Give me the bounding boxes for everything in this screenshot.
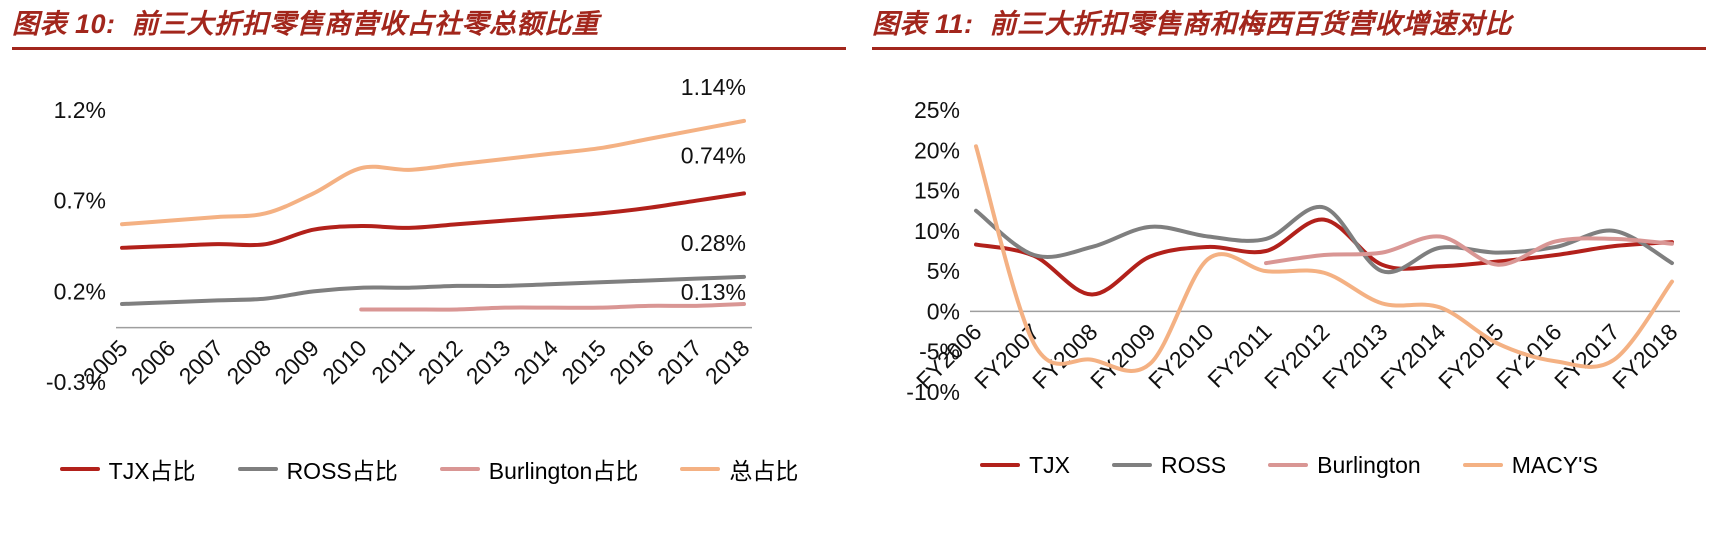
chart-title: 图表 10: 前三大折扣零售商营收占社零总额比重: [12, 9, 600, 39]
legend-item: ROSS: [1111, 451, 1227, 479]
legend-swatch: [1268, 463, 1309, 468]
legend-label: Burlington占比: [488, 457, 639, 484]
svg-text:10%: 10%: [914, 218, 960, 244]
chart-panel-share-of-retail: 图表 10: 前三大折扣零售商营收占社零总额比重 1.2% 0.7% 0.2% -0.…: [12, 9, 846, 486]
legend-swatch: [1462, 463, 1503, 468]
legend-label: TJX: [1029, 451, 1070, 478]
svg-text:2009: 2009: [269, 335, 324, 390]
legend-swatch: [1111, 463, 1152, 468]
line-chart-revenue-growth: 25%20%15%10%5%0%-5%-10%FY2006FY2007FY200…: [906, 97, 1682, 405]
svg-text:2012: 2012: [413, 335, 468, 390]
legend-item: Burlington占比: [439, 452, 639, 486]
svg-text:2018: 2018: [700, 335, 755, 390]
title-underline: [12, 46, 846, 50]
svg-text:0.7%: 0.7%: [54, 187, 106, 213]
legend-label: TJX占比: [108, 457, 196, 484]
legend-swatch: [439, 466, 480, 471]
svg-text:2017: 2017: [652, 335, 707, 390]
legend-item: 总占比: [680, 452, 798, 486]
legend: TJX占比 ROSS占比 Burlington占比 总占比: [12, 452, 846, 486]
svg-text:5%: 5%: [927, 258, 960, 284]
svg-text:0.74%: 0.74%: [681, 142, 746, 168]
svg-text:-5%: -5%: [919, 338, 960, 364]
svg-text:-0.3%: -0.3%: [46, 369, 106, 395]
svg-text:2010: 2010: [317, 335, 372, 390]
legend-item: TJX占比: [59, 452, 196, 486]
svg-text:2008: 2008: [222, 335, 277, 390]
svg-text:15%: 15%: [914, 177, 960, 203]
chart-panel-revenue-growth: 图表 11: 前三大折扣零售商和梅西百货营收增速对比 25% 20% 15% 10% 5…: [860, 0, 1720, 560]
svg-text:2011: 2011: [366, 335, 419, 388]
svg-text:0%: 0%: [927, 298, 960, 324]
legend: TJX ROSS Burlington MACY'S: [872, 452, 1706, 479]
svg-text:2015: 2015: [556, 335, 611, 390]
legend-item: TJX: [980, 452, 1070, 479]
svg-text:25%: 25%: [914, 97, 960, 123]
svg-text:2016: 2016: [604, 335, 659, 390]
legend-label: 总占比: [729, 457, 799, 484]
chart-title: 图表 11: 前三大折扣零售商和梅西百货营收增速对比: [872, 9, 1513, 39]
svg-text:0.2%: 0.2%: [54, 278, 106, 304]
legend-item: Burlington: [1268, 452, 1421, 479]
legend-swatch: [59, 466, 100, 471]
legend-item: MACY'S: [1462, 451, 1598, 479]
svg-text:0.13%: 0.13%: [681, 279, 746, 305]
svg-text:2006: 2006: [126, 335, 181, 390]
legend-label: Burlington: [1317, 451, 1421, 478]
svg-text:2013: 2013: [461, 335, 516, 390]
legend-swatch: [680, 466, 721, 471]
legend-label: ROSS: [1160, 451, 1227, 478]
legend-swatch: [980, 463, 1021, 468]
legend-label: ROSS占比: [286, 457, 398, 484]
title-underline: [872, 46, 1706, 50]
legend-label: MACY'S: [1511, 451, 1598, 478]
legend-item: ROSS占比: [237, 452, 398, 486]
svg-text:2014: 2014: [509, 334, 564, 389]
svg-text:2007: 2007: [174, 335, 229, 390]
svg-text:-10%: -10%: [906, 379, 960, 405]
svg-text:20%: 20%: [914, 137, 960, 163]
line-chart-share-of-retail: 1.2%0.7%0.2%-0.3%20052006200720082009201…: [46, 74, 755, 395]
svg-text:1.2%: 1.2%: [54, 97, 106, 123]
svg-text:1.14%: 1.14%: [681, 74, 746, 100]
svg-text:0.28%: 0.28%: [681, 230, 746, 256]
legend-swatch: [237, 466, 278, 471]
